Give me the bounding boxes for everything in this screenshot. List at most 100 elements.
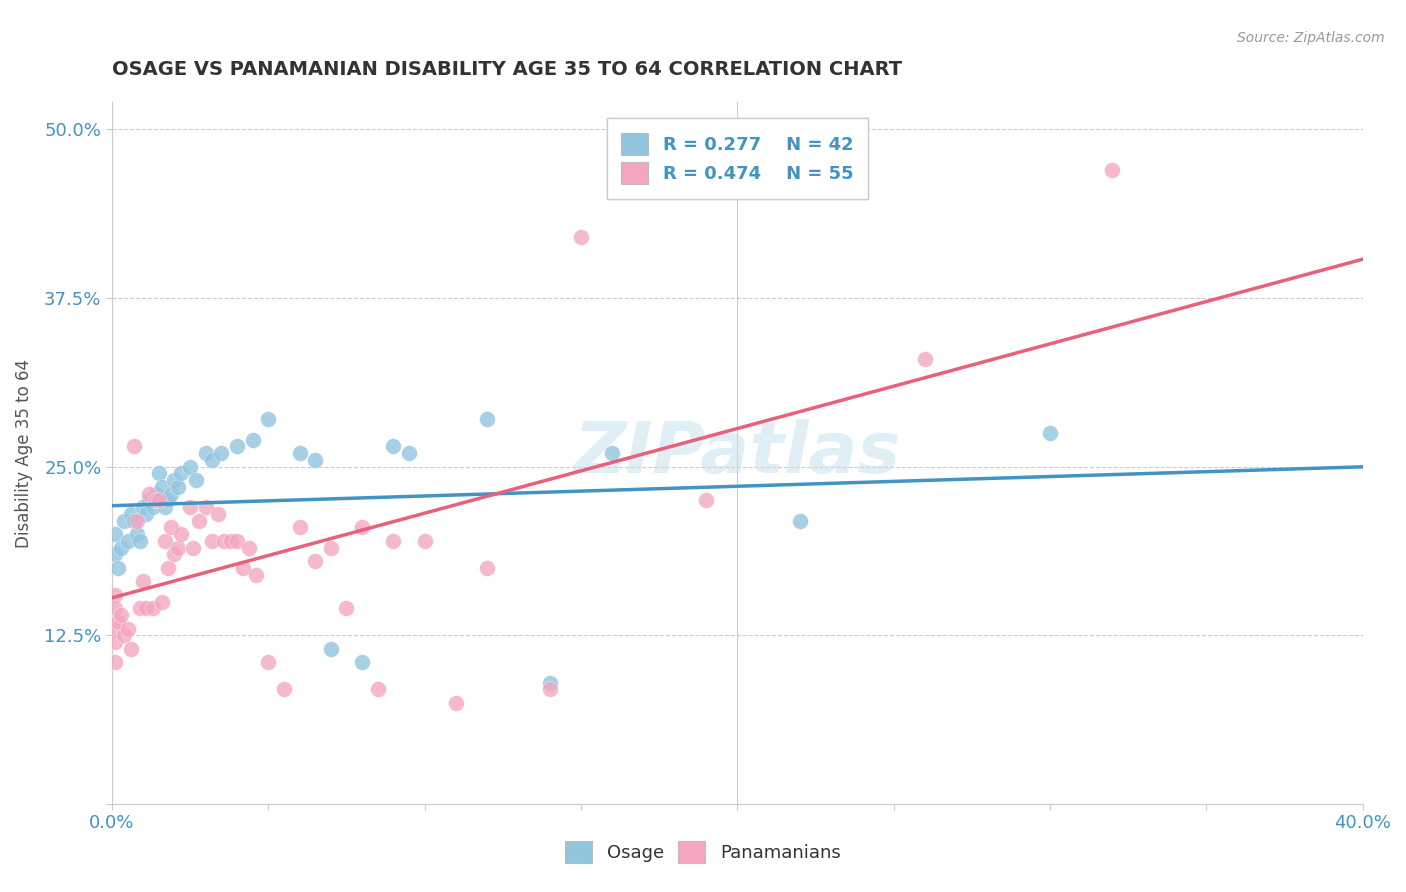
Point [112,514,135,528]
Point [186,473,208,487]
Point [157,493,180,508]
Point [104,527,127,541]
Point [122,514,145,528]
Point [125,527,148,541]
Point [382,439,405,453]
Point [166,541,188,555]
Point [600,446,623,460]
Point [145,486,167,500]
Point [538,682,561,697]
Point [367,682,389,697]
Point [242,433,264,447]
Point [117,622,139,636]
Point [141,500,163,515]
Point [179,459,201,474]
Point [104,656,127,670]
Point [163,547,186,561]
Point [104,635,127,649]
Point [444,696,467,710]
Point [245,567,267,582]
Point [1039,425,1062,440]
Point [110,608,132,623]
Point [160,486,183,500]
Point [148,467,170,481]
Point [194,446,217,460]
Point [232,561,254,575]
Point [129,533,152,548]
Point [179,500,201,515]
Point [170,467,193,481]
Point [475,412,498,426]
Point [214,533,236,548]
Point [138,486,160,500]
Text: Source: ZipAtlas.com: Source: ZipAtlas.com [1237,31,1385,45]
Point [201,453,224,467]
Point [538,675,561,690]
Point [104,622,127,636]
Point [209,446,232,460]
Point [112,628,135,642]
Point [153,533,176,548]
Point [120,641,142,656]
Point [107,615,129,629]
Point [122,439,145,453]
Point [273,682,295,697]
Point [319,641,342,656]
Text: ZIPatlas: ZIPatlas [574,418,901,488]
Point [117,533,139,548]
Point [569,230,592,244]
Point [104,547,127,561]
Point [166,480,188,494]
Point [157,561,180,575]
Point [257,412,280,426]
Point [141,601,163,615]
Point [132,500,155,515]
Point [163,473,186,487]
Point [288,446,311,460]
Point [153,500,176,515]
Point [1101,162,1123,177]
Point [145,493,167,508]
Legend: R = 0.277    N = 42, R = 0.474    N = 55: R = 0.277 N = 42, R = 0.474 N = 55 [607,119,868,199]
Point [150,480,173,494]
Y-axis label: Disability Age 35 to 64: Disability Age 35 to 64 [15,359,32,548]
Point [288,520,311,534]
Point [413,533,436,548]
Point [201,533,224,548]
Point [207,507,229,521]
Point [132,574,155,589]
Point [125,514,148,528]
Point [398,446,420,460]
Point [350,656,373,670]
Point [335,601,357,615]
Point [475,561,498,575]
Point [181,541,204,555]
Point [194,500,217,515]
Point [148,493,170,508]
Point [219,533,242,548]
Point [107,561,129,575]
Point [120,507,142,521]
Point [695,493,717,508]
Point [350,520,373,534]
Point [110,541,132,555]
Point [138,493,160,508]
Point [150,594,173,608]
Point [914,351,936,366]
Point [319,541,342,555]
Point [304,453,326,467]
Point [129,601,152,615]
Point [382,533,405,548]
Point [170,527,193,541]
Point [188,514,211,528]
Point [238,541,260,555]
Text: OSAGE VS PANAMANIAN DISABILITY AGE 35 TO 64 CORRELATION CHART: OSAGE VS PANAMANIAN DISABILITY AGE 35 TO… [112,60,903,78]
Point [257,656,280,670]
Point [160,520,183,534]
Point [135,507,157,521]
Point [135,601,157,615]
Legend: Osage, Panamanians: Osage, Panamanians [554,830,852,874]
Point [789,514,811,528]
Point [104,601,127,615]
Point [226,439,249,453]
